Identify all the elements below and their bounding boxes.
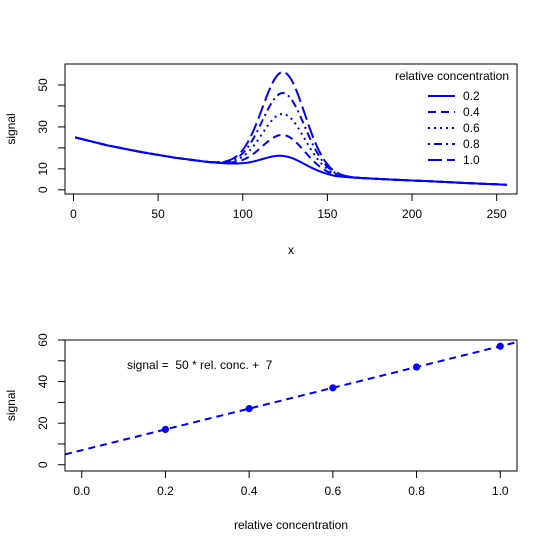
series-line-0.6 xyxy=(74,112,507,186)
chart-top-signal-vs-x: 0 50 100 150 200 250 0 10 30 50 x signal relativ… xyxy=(4,63,518,257)
x-tick-label: 0.4 xyxy=(241,484,258,498)
y-tick-label: 0 xyxy=(36,186,50,193)
y-tick-label: 60 xyxy=(36,333,50,347)
calibration-point xyxy=(412,363,421,371)
y-axis-bottom: 0 20 40 60 xyxy=(36,333,66,468)
x-axis-label-bottom: relative concentration xyxy=(234,518,348,532)
x-tick-label: 0.6 xyxy=(325,484,342,498)
fit-equation: signal = 50 * rel. conc. + 7 xyxy=(127,358,273,372)
x-tick-label: 0 xyxy=(70,207,77,221)
fit-line xyxy=(64,341,518,456)
y-axis-top: 0 10 30 50 xyxy=(36,78,66,193)
y-tick-label: 40 xyxy=(36,375,50,389)
plot-frame-top xyxy=(64,63,518,195)
x-axis-bottom: 0.0 0.2 0.4 0.6 0.8 1.0 xyxy=(73,470,509,498)
chart-bottom-calibration: 0.0 0.2 0.4 0.6 0.8 1.0 0 20 40 60 relative conc… xyxy=(4,333,518,532)
series-line-1.0 xyxy=(74,71,507,186)
legend-entry-label: 0.2 xyxy=(463,89,480,103)
calibration-point xyxy=(161,425,170,434)
x-tick-label: 1.0 xyxy=(492,484,509,498)
calibration-point xyxy=(245,405,253,413)
y-tick-label: 50 xyxy=(36,78,50,92)
legend-entry-label: 0.4 xyxy=(463,105,480,119)
y-tick-label: 0 xyxy=(36,461,50,468)
x-tick-label: 250 xyxy=(487,207,507,221)
x-tick-label: 100 xyxy=(233,207,253,221)
x-tick-label: 0.8 xyxy=(408,484,425,498)
y-tick-label: 30 xyxy=(36,120,50,134)
legend-title: relative concentration xyxy=(395,69,509,83)
legend: relative concentration 0.2 0.4 0.6 0.8 1.0 xyxy=(395,69,509,167)
legend-entries: 0.2 0.4 0.6 0.8 1.0 xyxy=(428,89,480,167)
series-line-0.2 xyxy=(74,136,507,186)
x-tick-label: 150 xyxy=(317,207,337,221)
y-axis-label-bottom: signal xyxy=(4,390,18,421)
x-tick-label: 50 xyxy=(151,207,165,221)
top-curves xyxy=(74,71,507,186)
x-tick-label: 0.2 xyxy=(157,484,174,498)
legend-entry-label: 0.6 xyxy=(463,121,480,135)
y-axis-label-top: signal xyxy=(4,113,18,144)
calibration-point xyxy=(329,384,337,392)
legend-entry-label: 1.0 xyxy=(463,153,480,167)
legend-entry-label: 0.8 xyxy=(463,137,480,151)
x-tick-label: 200 xyxy=(402,207,422,221)
x-axis-label-top: x xyxy=(288,243,294,257)
x-axis-top: 0 50 100 150 200 250 xyxy=(70,193,507,221)
calibration-point xyxy=(496,342,504,350)
series-line-0.4 xyxy=(74,133,507,186)
x-tick-label: 0.0 xyxy=(73,484,90,498)
calibration-points xyxy=(161,342,504,434)
y-tick-label: 10 xyxy=(36,162,50,176)
y-tick-label: 20 xyxy=(36,416,50,430)
